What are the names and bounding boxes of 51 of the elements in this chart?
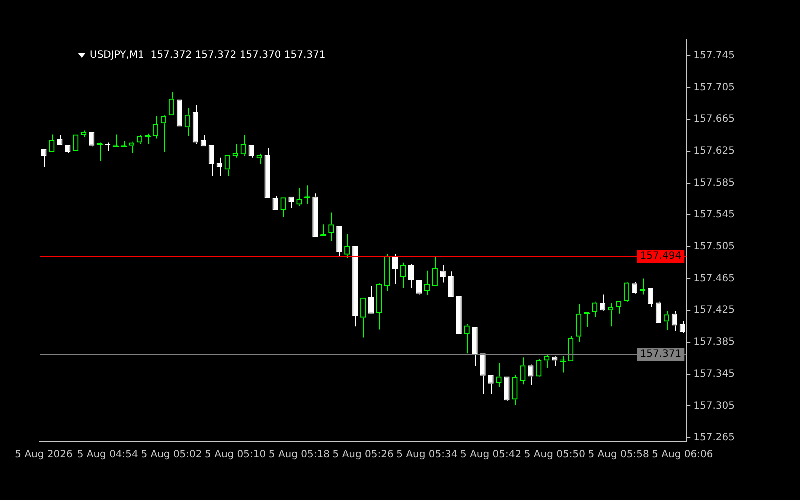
x-tick-label: 5 Aug 05:26 [332, 450, 394, 461]
x-tick-label: 5 Aug 05:42 [460, 450, 522, 461]
candlestick [248, 145, 254, 158]
y-tick-label: 157.265 [694, 432, 736, 444]
candlestick [312, 193, 318, 238]
candlestick [320, 224, 327, 236]
candlestick [192, 104, 198, 145]
x-tick-label: 5 Aug 05:18 [268, 450, 330, 461]
x-tick-label: 5 Aug 05:10 [205, 450, 266, 461]
candlestick [504, 376, 510, 402]
candlestick [57, 135, 63, 146]
candlestick [528, 364, 534, 386]
candlestick [368, 285, 374, 314]
candlestick [584, 312, 591, 328]
y-tick-label: 157.745 [694, 50, 736, 62]
y-tick-label: 157.625 [694, 146, 736, 158]
candlestick [648, 288, 654, 308]
candlestick [264, 148, 270, 198]
candlestick [272, 196, 278, 210]
x-tick-label: 5 Aug 05:58 [588, 450, 650, 461]
x-tick-label: 5 Aug 2026 [15, 450, 73, 461]
ref-line-label: 157.371 [640, 349, 682, 360]
candlestick [480, 354, 486, 395]
candlestick [288, 196, 294, 208]
x-tick-label: 5 Aug 05:34 [396, 450, 458, 461]
candlestick [41, 149, 47, 168]
x-tick-label: 5 Aug 05:02 [141, 450, 202, 461]
y-tick-label: 157.665 [694, 114, 736, 126]
y-tick-label: 157.345 [694, 368, 736, 380]
candlestick [552, 356, 558, 367]
y-tick-label: 157.585 [694, 178, 736, 189]
candlestick [448, 271, 454, 298]
y-tick-label: 157.705 [694, 82, 736, 94]
ref-line-label: 157.494 [640, 251, 682, 262]
candlestick [408, 264, 414, 289]
text: USDJPY,M1 157.372 157.372 157.370 157.371 [90, 50, 326, 61]
x-tick-label: 5 Aug 04:54 [77, 450, 138, 461]
candlestick [392, 254, 398, 285]
candlestick [65, 145, 71, 154]
x-tick-label: 5 Aug 05:50 [524, 450, 586, 461]
candlestick [632, 281, 638, 294]
x-tick-label: 5 Aug 06:06 [652, 450, 714, 461]
candlestick [672, 310, 678, 332]
y-tick-label: 157.385 [694, 337, 736, 348]
candlestick [680, 320, 686, 334]
y-tick-label: 157.505 [694, 242, 736, 253]
y-tick-label: 157.545 [694, 210, 736, 221]
y-tick-label: 157.465 [694, 273, 736, 284]
candlestick [216, 157, 222, 177]
y-tick-label: 157.425 [694, 305, 736, 316]
y-tick-label: 157.305 [694, 400, 736, 412]
